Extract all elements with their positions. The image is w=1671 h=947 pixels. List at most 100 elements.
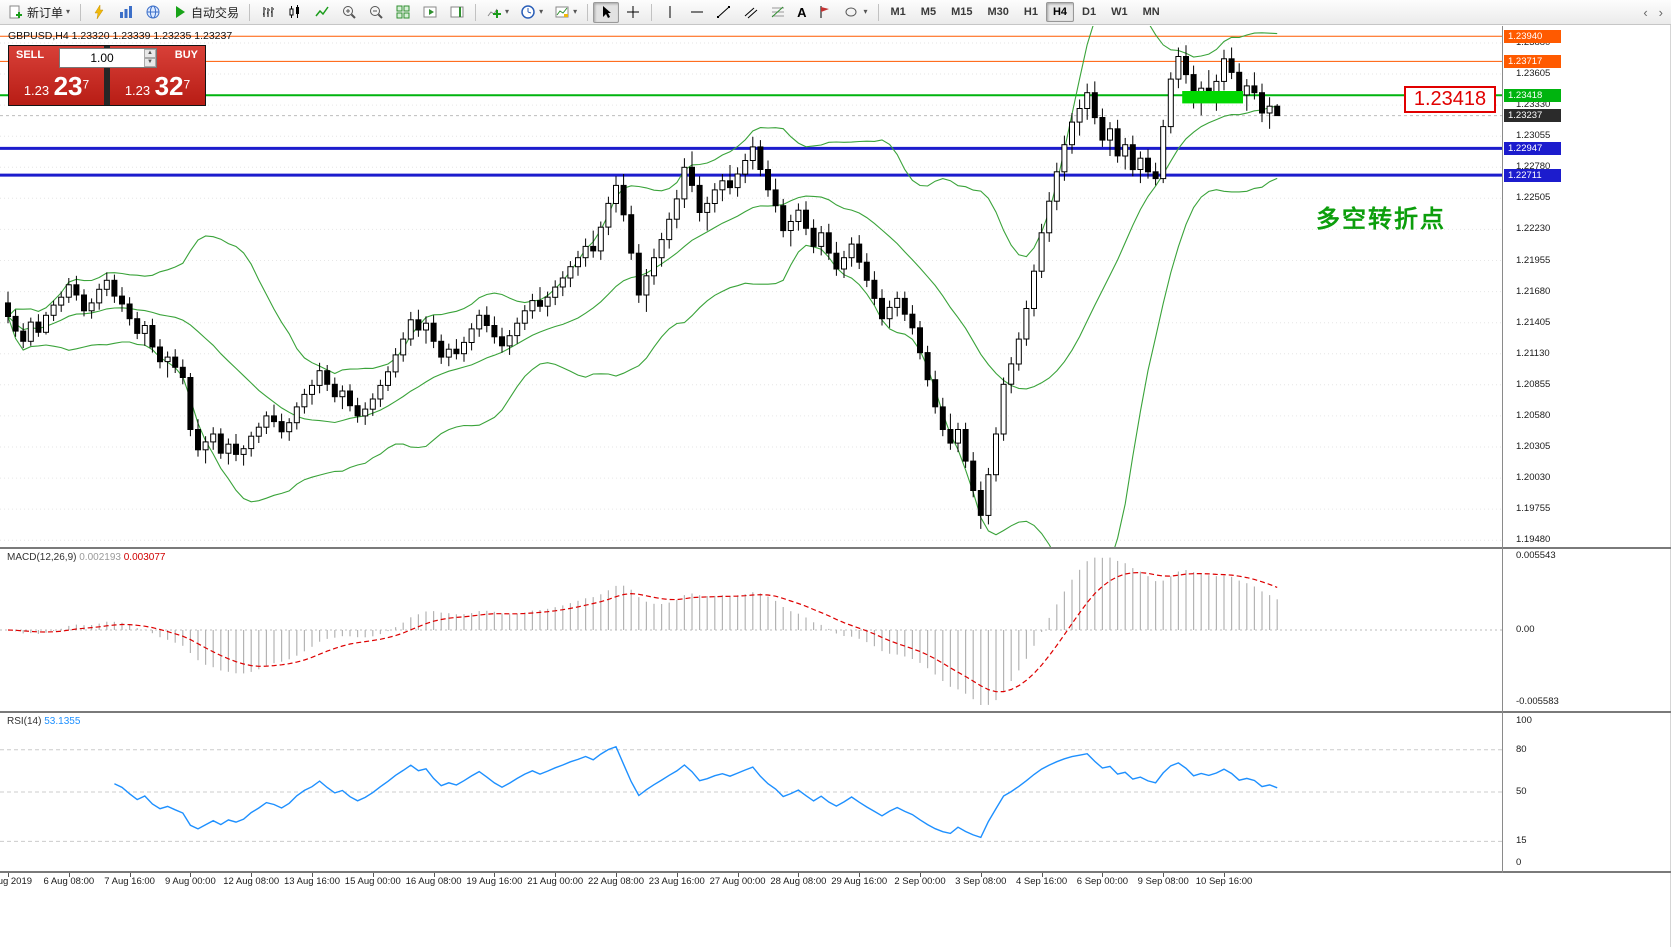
lightning-icon: [94, 4, 104, 20]
time-axis-label: 29 Aug 16:00: [831, 876, 888, 887]
candlestick-mode-button[interactable]: [282, 2, 308, 23]
panel-separator[interactable]: [0, 547, 1671, 549]
autotrading-button[interactable]: 自动交易: [167, 2, 244, 23]
trendline-tool-button[interactable]: [711, 2, 737, 23]
toolbar-scroll-right-button[interactable]: ›: [1658, 4, 1663, 20]
rsi-indicator-label: RSI(14) 53.1355: [7, 716, 80, 727]
rsi-scale-label: 50: [1516, 786, 1527, 797]
horizontal-line-tool-button[interactable]: [684, 2, 710, 23]
panel-separator[interactable]: [0, 711, 1671, 713]
auto-scroll-button[interactable]: [417, 2, 443, 23]
price-tick-label: 1.23330: [1516, 99, 1551, 111]
timeframe-h4-button[interactable]: H4: [1045, 2, 1074, 22]
bar-chart-mode-button[interactable]: [255, 2, 281, 23]
time-axis-tick: [1224, 873, 1225, 877]
text-tool-button[interactable]: A: [792, 2, 811, 23]
volume-input[interactable]: 1.00 ▲ ▼: [59, 48, 157, 68]
time-axis-tick: [859, 873, 861, 877]
price-chart-canvas[interactable]: [0, 26, 1502, 547]
zoom-out-button[interactable]: [363, 2, 389, 23]
time-axis-label: 6 Aug 08:00: [43, 876, 95, 887]
time-axis-label: 12 Aug 08:00: [223, 876, 280, 887]
turning-point-annotation: 多空转折点: [1316, 206, 1446, 233]
timeframe-m5-button[interactable]: M5: [920, 6, 937, 18]
time-axis-tick: [676, 873, 678, 877]
time-axis-tick: [920, 873, 921, 877]
timeframe-w1-button[interactable]: W1: [1111, 6, 1128, 18]
templates-button[interactable]: ▾: [549, 2, 582, 23]
timeframe-m30-button[interactable]: M30: [987, 6, 1009, 18]
price-tick-label: 1.21130: [1516, 347, 1550, 359]
rsi-indicator-canvas[interactable]: [0, 713, 1502, 871]
text-tool-icon: A: [797, 4, 807, 20]
horizontal-line-icon: [691, 11, 704, 13]
line-chart-icon: [315, 6, 329, 17]
price-level-callout[interactable]: 1.23418: [1404, 86, 1496, 113]
time-axis-tick: [494, 873, 496, 877]
new-order-button[interactable]: 新订单 ▾: [3, 2, 75, 23]
volume-up-button[interactable]: ▲: [144, 49, 156, 58]
indicators-button[interactable]: ▾: [481, 2, 514, 23]
toolbar-scroll-left-button[interactable]: ‹: [1643, 4, 1648, 20]
timeframe-mn-button[interactable]: MN: [1142, 6, 1160, 18]
time-axis-tick: [980, 873, 982, 877]
tile-windows-button[interactable]: [390, 2, 416, 23]
timeframe-m15-button[interactable]: M15: [951, 6, 973, 18]
time-axis-label: 19 Aug 16:00: [466, 876, 523, 887]
time-axis-tick: [737, 873, 739, 877]
profile-button[interactable]: [86, 2, 112, 23]
toolbar-separator: [651, 3, 653, 21]
macd-signal-value: 0.003077: [123, 552, 166, 563]
label-tool-button[interactable]: [812, 2, 838, 23]
fibonacci-icon: [771, 6, 785, 18]
time-axis-tick: [1163, 873, 1165, 877]
macd-indicator-label: MACD(12,26,9) 0.002193 0.003077: [7, 552, 165, 563]
new-order-label: 新订单: [27, 5, 64, 20]
panel-separator[interactable]: [0, 871, 1671, 873]
cursor-button[interactable]: [593, 1, 620, 23]
periods-button[interactable]: ▾: [515, 2, 548, 23]
time-axis-tick: [190, 873, 192, 877]
price-tick-label: 1.22780: [1516, 161, 1551, 173]
macd-indicator-canvas[interactable]: [0, 549, 1502, 711]
chart-shift-button[interactable]: [444, 2, 470, 23]
timeframe-m1-button[interactable]: M1: [890, 6, 906, 18]
fibonacci-tool-button[interactable]: [765, 2, 791, 23]
shapes-tool-button[interactable]: ▾: [839, 2, 872, 23]
buy-price: 1.23 327: [124, 71, 191, 101]
time-axis-label: 4 Sep 16:00: [1015, 876, 1068, 887]
time-axis-tick: [251, 873, 253, 877]
price-tick-label: 1.22230: [1516, 223, 1551, 235]
price-tag: 1.23237: [1504, 109, 1561, 123]
channel-tool-button[interactable]: [738, 2, 764, 23]
time-axis-label: 3 Sep 08:00: [955, 876, 1007, 887]
crosshair-button[interactable]: [620, 2, 646, 23]
price-tick-label: 1.19480: [1516, 534, 1551, 546]
navigator-button[interactable]: [140, 2, 166, 23]
sell-price: 1.23 237: [23, 71, 90, 101]
chevron-down-icon: ▾: [539, 7, 544, 16]
zoom-in-button[interactable]: [336, 2, 362, 23]
time-axis-tick: [1102, 873, 1104, 877]
chevron-down-icon: ▾: [863, 7, 868, 16]
toolbar-separator: [475, 3, 477, 21]
time-axis-tick: [312, 873, 313, 877]
timeframe-d1-button[interactable]: D1: [1082, 6, 1097, 18]
volume-down-button[interactable]: ▼: [144, 58, 156, 67]
time-axis-label: 5 Aug 2019: [0, 876, 33, 887]
timeframe-h1-button[interactable]: H1: [1023, 6, 1038, 18]
line-chart-mode-button[interactable]: [309, 2, 335, 23]
price-axis-border: [1502, 26, 1503, 873]
time-axis-label: 6 Sep 00:00: [1076, 876, 1129, 887]
market-watch-button[interactable]: [113, 2, 139, 23]
sell-button[interactable]: SELL 1.23 237: [9, 46, 104, 105]
time-axis-label: 27 Aug 00:00: [709, 876, 766, 887]
vertical-line-tool-button[interactable]: [657, 2, 683, 23]
price-tick-label: 1.22505: [1516, 192, 1551, 204]
price-tag: 1.23418: [1504, 88, 1561, 102]
volume-spinner: ▲ ▼: [144, 49, 156, 67]
price-tick-label: 1.23880: [1516, 36, 1551, 48]
time-axis-label: 22 Aug 08:00: [588, 876, 644, 887]
chevron-down-icon: ▾: [66, 7, 71, 16]
time-axis-label: 21 Aug 00:00: [527, 876, 584, 887]
